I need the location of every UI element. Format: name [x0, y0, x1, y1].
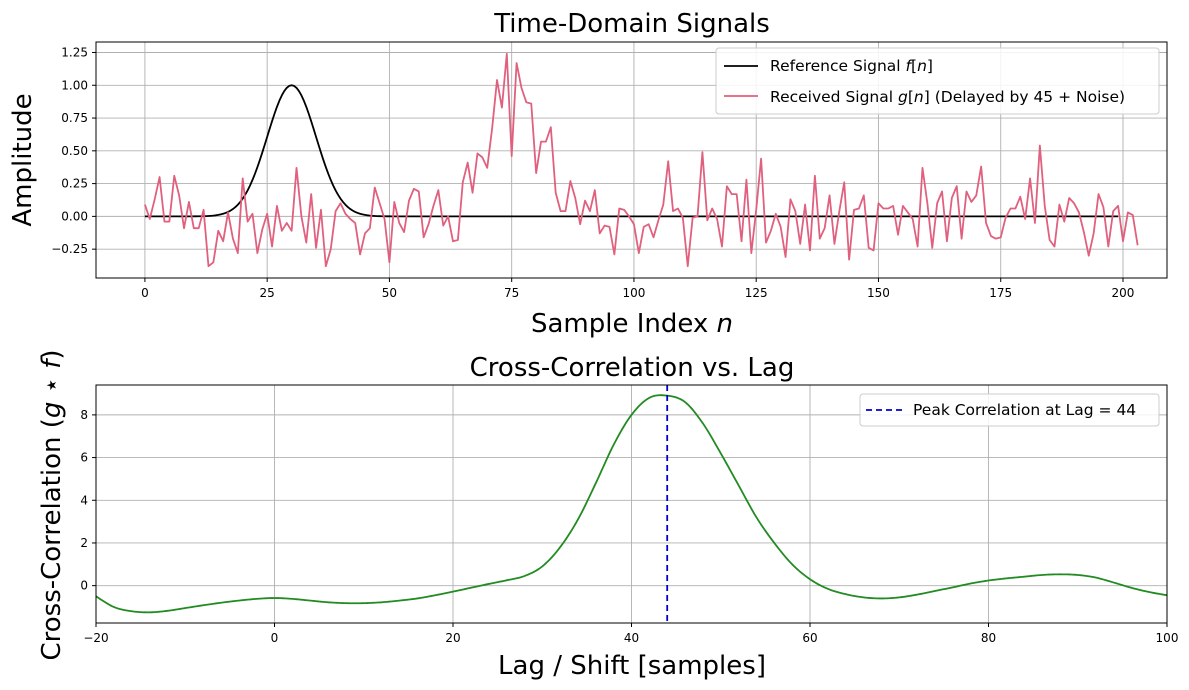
- legend-label-received: Received Signal g[n] (Delayed by 45 + No…: [770, 88, 1125, 106]
- x-tick-label: 20: [445, 631, 460, 645]
- x-tick-label: 200: [1112, 286, 1135, 300]
- y-tick-label: −0.25: [51, 242, 88, 256]
- x-tick-label: 100: [1156, 631, 1179, 645]
- y-tick-label: 0.75: [61, 111, 88, 125]
- y-tick-label: 8: [80, 408, 88, 422]
- bottom-legend-box: [859, 393, 1160, 427]
- top-x-axis-label: Sample Index n: [531, 309, 733, 339]
- top-chart-title: Time-Domain Signals: [493, 9, 770, 39]
- x-tick-label: 175: [989, 286, 1012, 300]
- bottom-legend: Peak Correlation at Lag = 44: [859, 393, 1160, 427]
- top-ticks: 0 25 50 75 100 125 150 175 200 −0.25 0.00 0.25 0.50 0…: [51, 45, 1134, 300]
- x-tick-label: 125: [745, 286, 768, 300]
- series-line-1: [144, 52, 1139, 268]
- top-series: [144, 52, 1139, 268]
- y-tick-label: 0.50: [61, 144, 88, 158]
- x-tick-label: 0: [141, 286, 149, 300]
- x-tick-label: 50: [382, 286, 397, 300]
- series-line-0: [96, 394, 1167, 614]
- x-tick-label: 75: [504, 286, 519, 300]
- bottom-chart-title: Cross-Correlation vs. Lag: [470, 353, 795, 383]
- legend-label-peak: Peak Correlation at Lag = 44: [913, 401, 1136, 419]
- x-tick-label: −20: [83, 631, 108, 645]
- y-tick-label: 4: [80, 493, 88, 507]
- cross-correlation-plot: Cross-Correlation vs. Lag −20 0 20 40 60 80 10…: [37, 349, 1178, 681]
- x-tick-label: 40: [624, 631, 639, 645]
- bottom-series: [96, 385, 1167, 623]
- x-tick-label: 80: [981, 631, 996, 645]
- top-legend-box: [715, 47, 1160, 115]
- y-tick-label: 1.00: [61, 78, 88, 92]
- y-tick-label: 2: [80, 536, 88, 550]
- top-legend: Reference Signal f[n] Received Signal g[…: [715, 47, 1160, 115]
- x-tick-label: 60: [802, 631, 817, 645]
- top-y-axis-label: Amplitude: [8, 93, 38, 226]
- x-tick-label: 150: [867, 286, 890, 300]
- bottom-ticks: −20 0 20 40 60 80 100 0 2 4 6 8: [80, 408, 1178, 645]
- series-line-0: [144, 84, 1119, 218]
- x-tick-label: 25: [260, 286, 275, 300]
- y-tick-label: 0.00: [61, 209, 88, 223]
- legend-label-reference: Reference Signal f[n]: [770, 57, 933, 75]
- y-tick-label: 1.25: [61, 45, 88, 59]
- y-tick-label: 6: [80, 451, 88, 465]
- bottom-x-axis-label: Lag / Shift [samples]: [498, 651, 766, 681]
- top-plot-frame: [95, 41, 1168, 279]
- y-tick-label: 0: [80, 579, 88, 593]
- time-domain-plot: Time-Domain Signals 0 25 50 75 100 125 150 175 2…: [8, 9, 1168, 339]
- x-tick-label: 100: [622, 286, 645, 300]
- bottom-y-axis-label: Cross-Correlation (g ⋆ f): [37, 349, 67, 660]
- x-tick-label: 0: [271, 631, 279, 645]
- y-tick-label: 0.25: [61, 177, 88, 191]
